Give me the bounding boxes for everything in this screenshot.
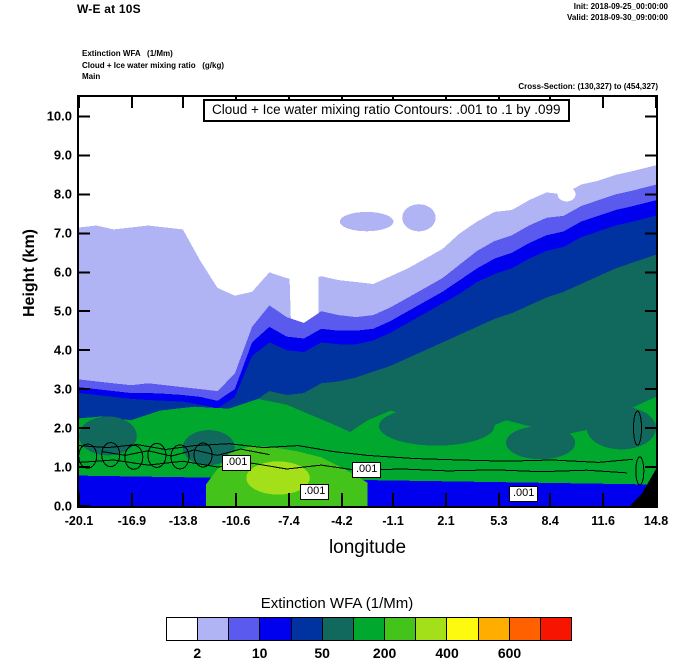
- y-tick-label: 4.0: [53, 342, 72, 358]
- terrain-wedge: [630, 468, 656, 506]
- colorbar-cell: [447, 618, 479, 640]
- x-tick-label: 8.4: [541, 514, 559, 528]
- teal-intrusion: [506, 426, 576, 460]
- x-tick-label: 5.3: [490, 514, 508, 528]
- colorbar-cell: [416, 618, 448, 640]
- y-axis-title: Height (km): [21, 229, 38, 317]
- cloud-water-contour: [102, 448, 270, 457]
- init-time-label: Init: 2018-09-25_00:00:00: [573, 2, 668, 11]
- y-tick-label: 5.0: [53, 303, 72, 319]
- y-tick-label: 3.0: [53, 381, 72, 397]
- colorbar-tick-label: 400: [435, 645, 459, 661]
- colorbar-cell: [509, 618, 541, 640]
- contour-title-box: Cloud + Ice water mixing ratio Contours:…: [203, 99, 570, 123]
- colorbar-tick-label: 600: [497, 645, 522, 661]
- variable-description-block: Extinction WFA (1/Mm) Cloud + Ice water …: [82, 49, 225, 82]
- cloud-water-contour-cell: [101, 442, 121, 468]
- colorbar-cell: [353, 618, 386, 640]
- colorbar-cell: [198, 618, 230, 640]
- filled-contour-layers: [79, 165, 656, 506]
- run-time-block: Init: 2018-09-25_00:00:00 Valid: 2018-09…: [567, 2, 668, 24]
- colorbar-tick-label: 2: [193, 645, 202, 661]
- cross-section-label: Cross-Section: (130,327) to (454,327): [518, 82, 658, 91]
- cloud-water-contour-cell: [147, 442, 167, 468]
- page-title: W-E at 10S: [77, 2, 141, 16]
- teal-intrusion: [379, 406, 495, 446]
- x-tick-label: -20.1: [64, 514, 94, 528]
- colorbar-cell: [478, 618, 510, 640]
- x-tick-label: -13.8: [168, 514, 198, 528]
- x-axis-title: longitude: [328, 537, 407, 558]
- y-tick-label: 8.0: [53, 186, 72, 202]
- colorbar-cell: [260, 618, 292, 640]
- colorbar-cell: [540, 618, 572, 640]
- x-tick-label: 2.1: [437, 514, 455, 528]
- detached-haze-blob: [339, 211, 394, 232]
- y-tick-label: 10.0: [46, 108, 72, 124]
- cloud-water-contour-cell: [633, 410, 642, 446]
- teal-intrusion: [586, 406, 656, 450]
- contour-fill-svg: [79, 97, 656, 506]
- colorbar-tick-label: 10: [251, 645, 268, 661]
- contour-value-label: .001: [222, 455, 252, 471]
- cloud-water-contour-cell: [193, 442, 213, 468]
- y-tick-label: 1.0: [53, 459, 72, 475]
- cloud-water-contour-cell: [635, 456, 645, 486]
- colorbar-tick-label: 200: [372, 645, 397, 661]
- contour-value-label: .001: [352, 462, 382, 478]
- detached-haze-blob: [402, 204, 436, 232]
- cloud-water-contour-cell: [124, 444, 144, 470]
- cloud-water-contour: [79, 459, 628, 474]
- x-tick-label: -10.6: [221, 514, 251, 528]
- colorbar-tick-label: 50: [314, 645, 330, 661]
- colorbar: [166, 617, 572, 641]
- y-tick-label: 6.0: [53, 264, 72, 280]
- surface-yellow-core: [246, 461, 310, 495]
- colorbar-title: Extinction WFA (1/Mm): [260, 595, 414, 612]
- y-tick-label: 2.0: [53, 420, 72, 436]
- x-tick-label: 11.6: [591, 514, 615, 528]
- colorbar-cell: [167, 618, 199, 640]
- colorbar-cell: [322, 618, 354, 640]
- y-axis-tick-labels: 0.0 1.0 2.0 3.0 4.0 5.0 6.0 7.0 8.0 9.0 10.0: [0, 0, 72, 667]
- y-tick-label: 9.0: [53, 147, 72, 163]
- plot-area: [77, 95, 658, 508]
- contour-value-label: .001: [509, 486, 539, 502]
- colorbar-cell: [291, 618, 323, 640]
- teal-intrusion: [79, 416, 137, 456]
- y-tick-label: 0.0: [53, 498, 72, 514]
- x-tick-label: -4.2: [331, 514, 353, 528]
- haze-hole: [557, 187, 576, 202]
- y-tick-label: 7.0: [53, 225, 72, 241]
- cloud-water-contour-cell: [170, 444, 190, 470]
- colorbar-cell: [229, 618, 261, 640]
- teal-intrusion: [182, 430, 235, 466]
- valid-time-label: Valid: 2018-09-30_09:00:00: [567, 12, 668, 22]
- contour-line-layers: [79, 410, 645, 486]
- x-tick-label: 14.8: [643, 514, 669, 528]
- x-tick-label: -7.4: [278, 514, 300, 528]
- cloud-water-contour-cell: [79, 443, 98, 469]
- colorbar-cell: [385, 618, 417, 640]
- x-tick-label: -1.1: [382, 514, 404, 528]
- x-tick-label: -16.9: [117, 514, 147, 528]
- contour-value-label: .001: [300, 484, 330, 500]
